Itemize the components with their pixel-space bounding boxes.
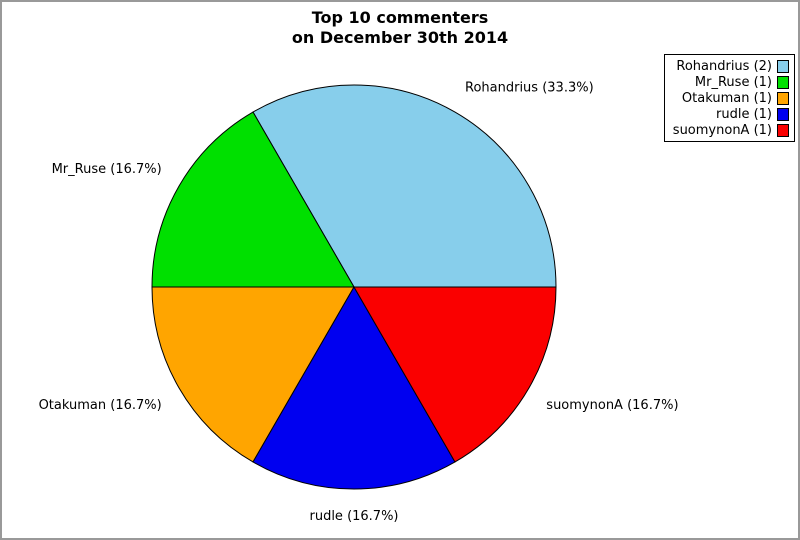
legend-item-Mr_Ruse: Mr_Ruse (1) bbox=[673, 74, 789, 90]
legend-item-Rohandrius: Rohandrius (2) bbox=[673, 58, 789, 74]
slice-label-rudle: rudle (16.7%) bbox=[309, 509, 398, 524]
legend-swatch bbox=[777, 123, 789, 137]
slice-label-Rohandrius: Rohandrius (33.3%) bbox=[465, 81, 594, 96]
slice-label-Mr_Ruse: Mr_Ruse (16.7%) bbox=[52, 162, 162, 177]
slice-label-Otakuman: Otakuman (16.7%) bbox=[39, 398, 162, 413]
slice-label-suomynonA: suomynonA (16.7%) bbox=[546, 398, 678, 413]
legend-item-suomynonA: suomynonA (1) bbox=[673, 122, 789, 138]
legend-swatch bbox=[777, 91, 789, 105]
legend-label: rudle (1) bbox=[716, 106, 772, 122]
pie-slice-Rohandrius bbox=[252, 84, 557, 288]
pie-slice-Otakuman bbox=[151, 286, 355, 463]
legend-label: suomynonA (1) bbox=[672, 122, 772, 138]
pie-slice-suomynonA bbox=[353, 286, 557, 463]
chart-title-line1: Top 10 commenters bbox=[311, 8, 489, 27]
legend-item-Otakuman: Otakuman (1) bbox=[673, 90, 789, 106]
legend-swatch bbox=[777, 75, 789, 89]
legend-swatch bbox=[777, 59, 789, 73]
chart-title-line2: on December 30th 2014 bbox=[291, 28, 509, 47]
legend-item-rudle: rudle (1) bbox=[673, 106, 789, 122]
legend-swatch bbox=[777, 107, 789, 121]
legend-label: Mr_Ruse (1) bbox=[694, 74, 772, 90]
legend-label: Otakuman (1) bbox=[681, 90, 772, 106]
chart-title: Top 10 commenters on December 30th 2014 bbox=[2, 8, 798, 48]
legend-label: Rohandrius (2) bbox=[676, 58, 772, 74]
legend: Rohandrius (2) Mr_Ruse (1) Otakuman (1) rud… bbox=[663, 54, 795, 142]
pie-slice-Mr_Ruse bbox=[151, 111, 355, 288]
pie-slice-rudle bbox=[252, 285, 456, 490]
